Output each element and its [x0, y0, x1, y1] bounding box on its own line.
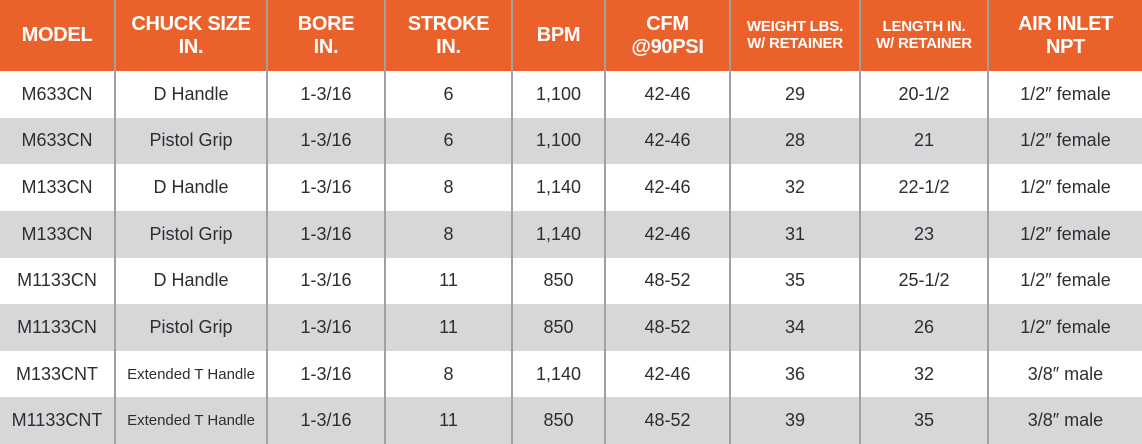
cell-chuck-size: Pistol Grip [115, 304, 268, 351]
cell-stroke: 8 [385, 350, 513, 398]
cell-bpm: 1,100 [512, 117, 606, 165]
cell-bore: 1-3/16 [267, 397, 386, 444]
cell-stroke: 11 [385, 397, 513, 444]
table-row: M633CN D Handle 1-3/16 6 1,100 42-46 29 … [0, 71, 1142, 118]
cell-model: M1133CN [0, 304, 116, 351]
cell-air-inlet: 1/2″ female [988, 304, 1142, 351]
cell-weight: 29 [730, 71, 861, 118]
cell-cfm: 48-52 [605, 257, 731, 305]
column-header-stroke: STROKE IN. [385, 0, 513, 71]
cell-cfm: 42-46 [605, 210, 731, 258]
cell-air-inlet: 1/2″ female [988, 164, 1142, 211]
cell-air-inlet: 1/2″ female [988, 117, 1142, 165]
cell-bpm: 1,100 [512, 71, 606, 118]
column-header-bpm: BPM [512, 0, 606, 71]
cell-model: M633CN [0, 117, 116, 165]
cell-stroke: 8 [385, 210, 513, 258]
cell-model: M133CN [0, 210, 116, 258]
cell-chuck-size: D Handle [115, 257, 268, 305]
cell-bore: 1-3/16 [267, 164, 386, 211]
cell-bore: 1-3/16 [267, 71, 386, 118]
cell-chuck-size: Extended T Handle [115, 350, 268, 398]
cell-air-inlet: 1/2″ female [988, 257, 1142, 305]
cell-length: 25-1/2 [860, 257, 989, 305]
column-header-length: LENGTH IN. W/ RETAINER [860, 0, 989, 71]
cell-weight: 34 [730, 304, 861, 351]
cell-weight: 31 [730, 210, 861, 258]
cell-chuck-size: D Handle [115, 164, 268, 211]
cell-bpm: 1,140 [512, 210, 606, 258]
cell-weight: 39 [730, 397, 861, 444]
cell-weight: 36 [730, 350, 861, 398]
column-header-model: MODEL [0, 0, 116, 71]
cell-bore: 1-3/16 [267, 117, 386, 165]
table-row: M133CNT Extended T Handle 1-3/16 8 1,140… [0, 350, 1142, 398]
cell-length: 22-1/2 [860, 164, 989, 211]
column-header-air-inlet: AIR INLET NPT [988, 0, 1142, 71]
cell-chuck-size: Pistol Grip [115, 210, 268, 258]
cell-cfm: 48-52 [605, 304, 731, 351]
cell-stroke: 6 [385, 71, 513, 118]
cell-air-inlet: 1/2″ female [988, 210, 1142, 258]
table-body: M633CN D Handle 1-3/16 6 1,100 42-46 29 … [0, 71, 1142, 444]
table-row: M133CN Pistol Grip 1-3/16 8 1,140 42-46 … [0, 210, 1142, 258]
cell-model: M133CNT [0, 350, 116, 398]
cell-bpm: 850 [512, 304, 606, 351]
cell-cfm: 42-46 [605, 164, 731, 211]
cell-cfm: 42-46 [605, 117, 731, 165]
cell-model: M133CN [0, 164, 116, 211]
column-header-bore: BORE IN. [267, 0, 386, 71]
column-header-cfm: CFM @90PSI [605, 0, 731, 71]
cell-model: M633CN [0, 71, 116, 118]
cell-length: 35 [860, 397, 989, 444]
cell-length: 32 [860, 350, 989, 398]
table-row: M1133CN D Handle 1-3/16 11 850 48-52 35 … [0, 257, 1142, 305]
cell-stroke: 11 [385, 304, 513, 351]
cell-bpm: 1,140 [512, 164, 606, 211]
cell-model: M1133CN [0, 257, 116, 305]
cell-air-inlet: 1/2″ female [988, 71, 1142, 118]
table-row: M1133CN Pistol Grip 1-3/16 11 850 48-52 … [0, 304, 1142, 351]
cell-bore: 1-3/16 [267, 350, 386, 398]
cell-bpm: 850 [512, 397, 606, 444]
cell-length: 20-1/2 [860, 71, 989, 118]
cell-bore: 1-3/16 [267, 210, 386, 258]
cell-cfm: 42-46 [605, 71, 731, 118]
column-header-chuck-size: CHUCK SIZE IN. [115, 0, 268, 71]
cell-cfm: 48-52 [605, 397, 731, 444]
cell-weight: 28 [730, 117, 861, 165]
cell-weight: 35 [730, 257, 861, 305]
table-row: M633CN Pistol Grip 1-3/16 6 1,100 42-46 … [0, 117, 1142, 165]
cell-length: 21 [860, 117, 989, 165]
cell-air-inlet: 3/8″ male [988, 397, 1142, 444]
cell-weight: 32 [730, 164, 861, 211]
cell-stroke: 11 [385, 257, 513, 305]
header-row: MODEL CHUCK SIZE IN. BORE IN. STROKE IN.… [0, 0, 1142, 71]
cell-bpm: 850 [512, 257, 606, 305]
cell-chuck-size: Pistol Grip [115, 117, 268, 165]
cell-stroke: 8 [385, 164, 513, 211]
cell-model: M1133CNT [0, 397, 116, 444]
column-header-weight: WEIGHT LBS. W/ RETAINER [730, 0, 861, 71]
table-row: M1133CNT Extended T Handle 1-3/16 11 850… [0, 397, 1142, 444]
cell-chuck-size: Extended T Handle [115, 397, 268, 444]
cell-length: 26 [860, 304, 989, 351]
cell-stroke: 6 [385, 117, 513, 165]
cell-cfm: 42-46 [605, 350, 731, 398]
cell-bore: 1-3/16 [267, 304, 386, 351]
cell-length: 23 [860, 210, 989, 258]
cell-chuck-size: D Handle [115, 71, 268, 118]
table-header: MODEL CHUCK SIZE IN. BORE IN. STROKE IN.… [0, 0, 1142, 71]
table-row: M133CN D Handle 1-3/16 8 1,140 42-46 32 … [0, 164, 1142, 211]
cell-bpm: 1,140 [512, 350, 606, 398]
cell-air-inlet: 3/8″ male [988, 350, 1142, 398]
cell-bore: 1-3/16 [267, 257, 386, 305]
